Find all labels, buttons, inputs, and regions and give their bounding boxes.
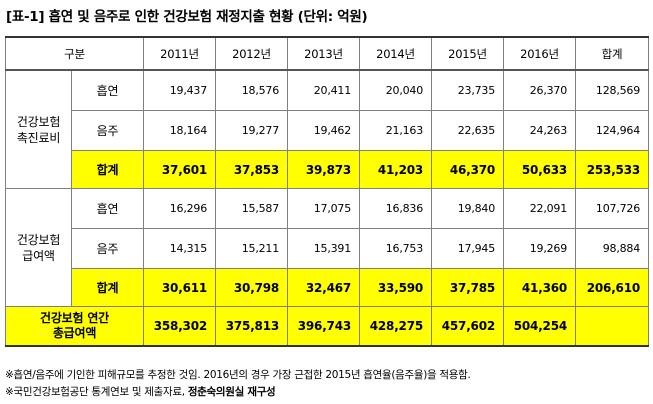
table-cell: 50,633 — [503, 150, 577, 189]
header-2013: 2013년 — [287, 36, 361, 71]
table-cell: 128,569 — [575, 69, 650, 111]
table-cell: 26,370 — [503, 69, 577, 111]
table-row: 음주 18,164 19,277 19,462 21,163 22,635 24… — [6, 110, 650, 151]
group-label-line2: 급여액 — [22, 248, 55, 263]
total-label-line1: 건강보험 연간 — [39, 311, 110, 325]
header-category: 구분 — [4, 36, 145, 71]
table-cell — [575, 306, 650, 347]
table-cell: 24,263 — [503, 110, 577, 151]
table-cell: 457,602 — [431, 306, 505, 347]
row-label-sum: 합계 — [70, 150, 145, 189]
table-cell: 16,753 — [359, 228, 433, 269]
table-cell: 17,075 — [287, 188, 361, 229]
table-cell: 19,277 — [215, 110, 289, 151]
table-cell: 37,853 — [215, 150, 289, 189]
table-cell: 18,164 — [143, 110, 217, 151]
header-total: 합계 — [575, 36, 650, 71]
table-cell: 17,945 — [431, 228, 505, 269]
sum-row: 합계 37,601 37,853 39,873 41,203 46,370 50… — [6, 150, 650, 189]
table-cell: 98,884 — [575, 228, 650, 269]
row-label-drinking: 음주 — [70, 228, 145, 269]
table-title: [표-1] 흡연 및 음주로 인한 건강보험 재정지출 현황 (단위: 억원) — [6, 9, 368, 25]
header-2014: 2014년 — [359, 36, 433, 71]
table-cell: 23,735 — [431, 69, 505, 111]
table-cell: 19,269 — [503, 228, 577, 269]
table-cell: 19,437 — [143, 69, 217, 111]
row-label-drinking: 음주 — [70, 110, 145, 151]
header-2015: 2015년 — [431, 36, 505, 71]
table-cell: 30,798 — [215, 268, 289, 307]
table-cell: 428,275 — [359, 306, 433, 347]
table-cell: 21,163 — [359, 110, 433, 151]
header-2016: 2016년 — [503, 36, 577, 71]
table-cell: 253,533 — [575, 150, 650, 189]
row-label-sum: 합계 — [70, 268, 145, 307]
table-cell: 22,635 — [431, 110, 505, 151]
group-label-line2: 촉진료비 — [16, 130, 61, 145]
table-cell: 16,296 — [143, 188, 217, 229]
table-cell: 15,587 — [215, 188, 289, 229]
group-label-line1: 건강보험 — [16, 232, 61, 247]
table-cell: 20,411 — [287, 69, 361, 111]
table-cell: 18,576 — [215, 69, 289, 111]
table-cell: 107,726 — [575, 188, 650, 229]
table-cell: 20,040 — [359, 69, 433, 111]
sum-row: 합계 30,611 30,798 32,467 33,590 37,785 41… — [6, 268, 650, 307]
footnote-2-source: ※국민건강보험공단 통계연보 및 제출자료, — [5, 386, 188, 398]
footnote-1: ※흡연/음주에 기인한 피해규모를 추정한 것임. 2016년의 경우 가장 근… — [5, 369, 471, 381]
group-label-treatment: 건강보험 촉진료비 — [5, 69, 72, 189]
table-cell: 22,091 — [503, 188, 577, 229]
table-cell: 15,211 — [215, 228, 289, 269]
group-label-line1: 건강보험 — [16, 114, 61, 129]
table-row: 건강보험 급여액 흡연 16,296 15,587 17,075 16,836 … — [5, 188, 650, 307]
table-cell: 39,873 — [287, 150, 361, 189]
table-cell: 358,302 — [143, 306, 217, 347]
total-label-line2: 총급여액 — [52, 326, 97, 340]
table-cell: 124,964 — [575, 110, 650, 151]
table-cell: 37,601 — [143, 150, 217, 189]
table-cell: 16,836 — [359, 188, 433, 229]
row-label-smoking: 흡연 — [70, 188, 145, 229]
table-cell: 14,315 — [143, 228, 217, 269]
table-cell: 396,743 — [287, 306, 361, 347]
table-cell: 30,611 — [143, 268, 217, 307]
table-cell: 37,785 — [431, 268, 505, 307]
header-row: 구분 2011년 2012년 2013년 2014년 2015년 2016년 합… — [4, 36, 650, 71]
table-cell: 15,391 — [287, 228, 361, 269]
table-cell: 46,370 — [431, 150, 505, 189]
table-cell: 504,254 — [503, 306, 577, 347]
table-row: 건강보험 촉진료비 흡연 19,437 18,576 20,411 20,040… — [5, 69, 650, 189]
header-2011: 2011년 — [143, 36, 217, 71]
health-insurance-table: 구분 2011년 2012년 2013년 2014년 2015년 2016년 합… — [4, 36, 650, 347]
annual-total-row: 건강보험 연간 총급여액 358,302 375,813 396,743 428… — [4, 306, 650, 347]
header-2012: 2012년 — [215, 36, 289, 71]
footnote-2: ※국민건강보험공단 통계연보 및 제출자료, 정춘숙의원실 재구성 — [5, 384, 471, 401]
table-cell: 206,610 — [575, 268, 650, 307]
table-cell: 32,467 — [287, 268, 361, 307]
table-cell: 41,203 — [359, 150, 433, 189]
footnotes: ※흡연/음주에 기인한 피해규모를 추정한 것임. 2016년의 경우 가장 근… — [5, 367, 471, 401]
table-cell: 41,360 — [503, 268, 577, 307]
table-cell: 375,813 — [215, 306, 289, 347]
table-cell: 19,462 — [287, 110, 361, 151]
annual-total-label: 건강보험 연간 총급여액 — [4, 306, 145, 347]
table-row: 음주 14,315 15,211 15,391 16,753 17,945 19… — [6, 228, 650, 269]
table-cell: 19,840 — [431, 188, 505, 229]
table-cell: 33,590 — [359, 268, 433, 307]
group-label-benefit: 건강보험 급여액 — [5, 188, 72, 307]
row-label-smoking: 흡연 — [70, 69, 145, 111]
footnote-2-credit: 정춘숙의원실 재구성 — [187, 386, 276, 398]
